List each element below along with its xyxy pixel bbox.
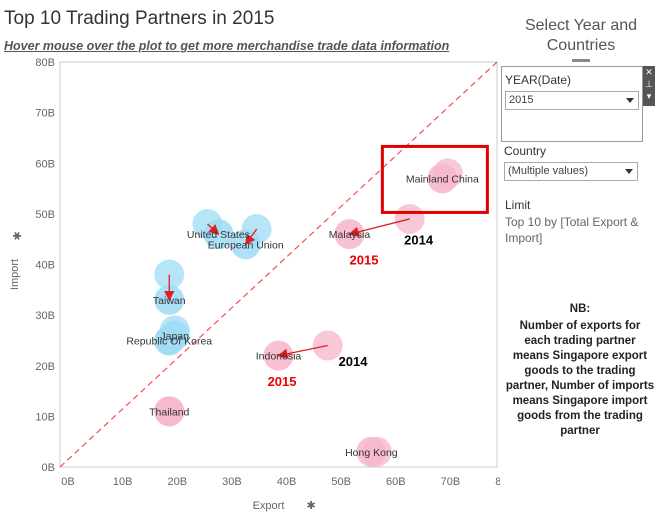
point-label: Republic Of Korea <box>126 335 212 347</box>
point-label: Japan <box>160 330 189 342</box>
y-tick-label: 0B <box>42 462 55 474</box>
x-tick-label: 60B <box>386 476 406 488</box>
x-tick-label: 30B <box>222 476 242 488</box>
panel-title: Select Year and Countries <box>524 17 638 54</box>
drag-handle[interactable] <box>572 59 590 62</box>
y-tick-label: 30B <box>35 310 55 322</box>
x-tick-label: 50B <box>331 476 351 488</box>
close-icon[interactable]: ✕ <box>645 67 653 77</box>
x-axis-title: Export <box>253 500 285 512</box>
y-tick-label: 70B <box>35 108 55 120</box>
sort-icon[interactable]: ✱ <box>12 231 24 240</box>
data-point[interactable] <box>356 436 387 467</box>
trend-arrow <box>244 228 258 246</box>
data-point[interactable] <box>427 163 458 194</box>
chevron-down-icon[interactable] <box>625 169 633 174</box>
trend-arrow <box>277 344 328 359</box>
y-tick-label: 20B <box>35 361 55 373</box>
point-label: Thailand <box>149 406 189 418</box>
y-tick-label: 40B <box>35 260 55 272</box>
y-axis-title: Import <box>9 259 21 290</box>
y-tick-label: 50B <box>35 209 55 221</box>
pin-icon[interactable]: ⊥ <box>645 79 653 89</box>
x-tick-label: 80B <box>495 476 500 488</box>
x-tick-label: 40B <box>277 476 297 488</box>
scatter-chart[interactable]: 0B 10B 20B 30B 40B 50B 60B 70B 80B 0B 10B 20B 30B 40B… <box>0 56 500 526</box>
chevron-down-icon[interactable] <box>626 98 634 103</box>
x-tick-label: 20B <box>167 476 187 488</box>
x-tick-label: 0B <box>61 476 74 488</box>
point-label: Indonesia <box>256 351 302 363</box>
point-label: European Union <box>208 239 284 251</box>
country-filter-label: Country <box>504 144 547 158</box>
y-tick-label: 10B <box>35 411 55 423</box>
year-annotation: 2015 <box>268 374 297 389</box>
country-filter: Country (Multiple values) <box>501 144 641 181</box>
point-label: United States <box>187 229 250 241</box>
limit-info: Limit Top 10 by [Total Export & Import] <box>505 198 655 246</box>
trend-arrow <box>348 218 410 237</box>
reference-line <box>59 61 498 468</box>
x-tick-label: 70B <box>441 476 461 488</box>
plot-frame <box>59 61 498 468</box>
year-annotation: 2015 <box>350 253 379 268</box>
sort-icon[interactable]: ✱ <box>307 500 316 512</box>
y-tick-label: 80B <box>35 57 55 69</box>
data-point[interactable] <box>154 325 185 356</box>
year-select-value: 2015 <box>509 94 534 106</box>
year-filter: YEAR(Date) 2015 <box>501 66 643 142</box>
chart-subtitle: Hover mouse over the plot to get more me… <box>4 39 450 53</box>
nb-note: NB: Number of exports for each trading p… <box>505 302 655 439</box>
limit-label: Limit <box>505 198 531 212</box>
filter-panel: Select Year and Countries YEAR(Date) 201… <box>501 10 661 520</box>
year-filter-label: YEAR(Date) <box>505 73 572 87</box>
trend-arrow <box>207 223 220 236</box>
point-label: Taiwan <box>153 295 186 307</box>
country-select-value: (Multiple values) <box>508 165 589 177</box>
point-label: Mainland China <box>406 173 479 185</box>
filter-toolbar: ✕ ⊥ ▾ <box>643 66 655 106</box>
highlight-box <box>380 144 489 214</box>
data-point[interactable] <box>154 396 185 427</box>
country-select[interactable]: (Multiple values) <box>504 162 638 181</box>
y-tick-label: 60B <box>35 158 55 170</box>
year-select[interactable]: 2015 <box>505 91 639 110</box>
year-annotation: 2014 <box>404 232 434 247</box>
point-label: Hong Kong <box>345 447 398 459</box>
year-annotation: 2014 <box>339 354 369 369</box>
nb-text: Number of exports for each trading partn… <box>505 320 655 437</box>
limit-text: Top 10 by [Total Export & Import] <box>505 215 639 245</box>
nb-title: NB: <box>569 303 591 315</box>
chart-title: Top 10 Trading Partners in 2015 <box>4 8 275 29</box>
x-tick-label: 10B <box>113 476 133 488</box>
point-label: Malaysia <box>329 229 371 241</box>
menu-arrow-icon[interactable]: ▾ <box>646 91 652 101</box>
